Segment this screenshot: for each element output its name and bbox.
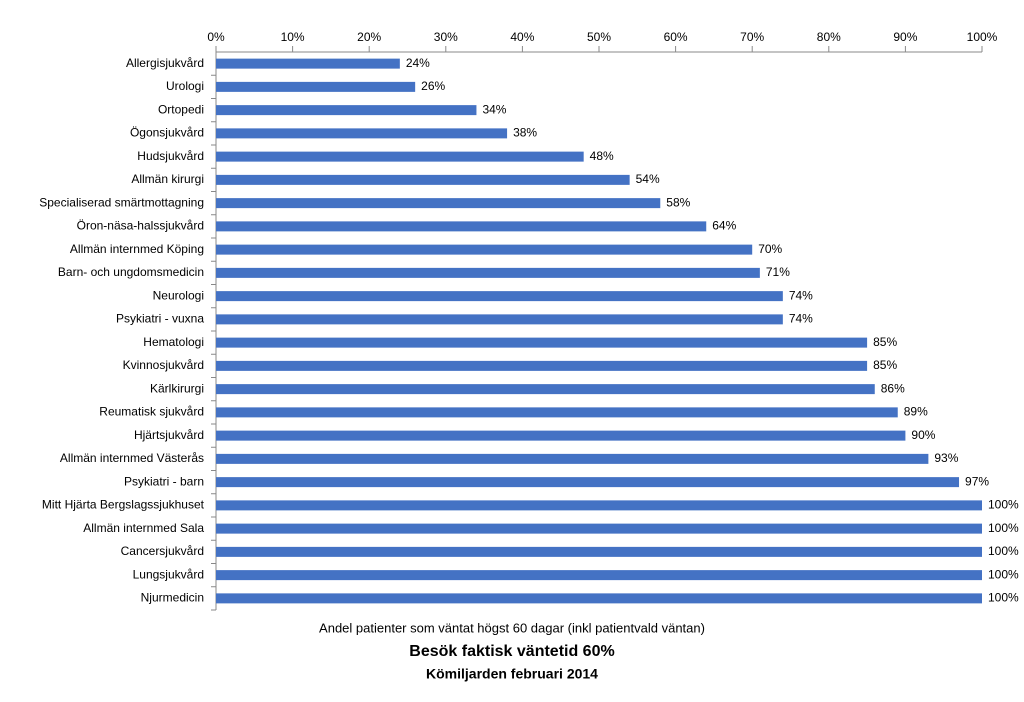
data-label: 100%	[988, 544, 1019, 558]
bar	[216, 570, 982, 581]
bar	[216, 244, 753, 255]
bar	[216, 58, 400, 69]
x-tick-label: 90%	[893, 30, 917, 44]
bar	[216, 453, 929, 464]
x-tick-label: 0%	[207, 30, 225, 44]
y-tick-label: Hjärtsjukvård	[134, 428, 204, 442]
y-tick-label: Hematologi	[143, 335, 204, 349]
y-tick-label: Kärlkirurgi	[150, 381, 204, 395]
bar	[216, 267, 760, 278]
bar	[216, 407, 898, 418]
x-tick-label: 40%	[510, 30, 534, 44]
data-label: 85%	[873, 335, 897, 349]
bar	[216, 523, 982, 534]
data-label: 74%	[789, 312, 813, 326]
bar	[216, 593, 982, 604]
x-tick-label: 30%	[434, 30, 458, 44]
data-label: 54%	[636, 172, 660, 186]
x-tick-label: 80%	[817, 30, 841, 44]
y-tick-label: Öron-näsa-halssjukvård	[77, 219, 204, 233]
data-label: 24%	[406, 56, 430, 70]
y-tick-label: Neurologi	[153, 288, 204, 302]
y-tick-label: Kvinnosjukvård	[123, 358, 204, 372]
data-label: 100%	[988, 521, 1019, 535]
bar	[216, 384, 875, 395]
x-axis-label: Andel patienter som väntat högst 60 daga…	[319, 620, 705, 635]
chart-title: Kömiljarden februari 2014	[426, 666, 598, 682]
bar	[216, 151, 584, 162]
data-label: 58%	[666, 195, 690, 209]
data-label: 74%	[789, 288, 813, 302]
data-label: 100%	[988, 567, 1019, 581]
y-tick-label: Ögonsjukvård	[130, 126, 204, 140]
data-label: 97%	[965, 474, 989, 488]
y-tick-label: Reumatisk sjukvård	[99, 405, 204, 419]
y-tick-label: Njurmedicin	[141, 591, 204, 605]
bar	[216, 174, 630, 185]
data-label: 93%	[934, 451, 958, 465]
x-tick-label: 70%	[740, 30, 764, 44]
y-tick-label: Hudsjukvård	[137, 149, 204, 163]
data-label: 90%	[911, 428, 935, 442]
data-label: 38%	[513, 126, 537, 140]
y-tick-label: Barn- och ungdomsmedicin	[58, 265, 204, 279]
bar	[216, 221, 707, 232]
data-label: 34%	[482, 102, 506, 116]
y-tick-label: Allergisjukvård	[126, 56, 204, 70]
data-label: 85%	[873, 358, 897, 372]
y-tick-label: Ortopedi	[158, 102, 204, 116]
bar	[216, 430, 906, 441]
bar	[216, 128, 508, 139]
x-tick-label: 60%	[664, 30, 688, 44]
bar	[216, 291, 783, 302]
bar	[216, 198, 661, 209]
data-label: 86%	[881, 381, 905, 395]
chart-area: Kömiljarden februari 2014 Besök faktisk …	[39, 30, 1019, 682]
data-label: 70%	[758, 242, 782, 256]
y-tick-label: Allmän kirurgi	[131, 172, 204, 186]
y-tick-label: Urologi	[166, 79, 204, 93]
x-tick-label: 50%	[587, 30, 611, 44]
data-label: 64%	[712, 219, 736, 233]
y-tick-label: Allmän internmed Sala	[83, 521, 204, 535]
y-tick-label: Specialiserad smärtmottagning	[39, 195, 204, 209]
y-tick-label: Mitt Hjärta Bergslagssjukhuset	[42, 498, 205, 512]
data-label: 48%	[590, 149, 614, 163]
data-label: 89%	[904, 405, 928, 419]
bar	[216, 314, 783, 325]
data-label: 71%	[766, 265, 790, 279]
y-tick-label: Allmän internmed Västerås	[60, 451, 204, 465]
data-label: 26%	[421, 79, 445, 93]
bar	[216, 546, 982, 557]
x-tick-label: 20%	[357, 30, 381, 44]
chart-subtitle: Besök faktisk väntetid 60%	[409, 643, 614, 660]
bar	[216, 360, 868, 371]
y-tick-label: Cancersjukvård	[121, 544, 204, 558]
bar	[216, 500, 982, 511]
x-tick-label: 10%	[281, 30, 305, 44]
y-tick-label: Lungsjukvård	[133, 567, 204, 581]
bar	[216, 477, 960, 488]
data-label: 100%	[988, 591, 1019, 605]
data-label: 100%	[988, 498, 1019, 512]
y-tick-label: Allmän internmed Köping	[70, 242, 204, 256]
x-tick-label: 100%	[967, 30, 998, 44]
y-tick-label: Psykiatri - vuxna	[116, 312, 204, 326]
bar	[216, 105, 477, 116]
bar	[216, 81, 416, 92]
y-tick-label: Psykiatri - barn	[124, 474, 204, 488]
bar	[216, 337, 868, 348]
